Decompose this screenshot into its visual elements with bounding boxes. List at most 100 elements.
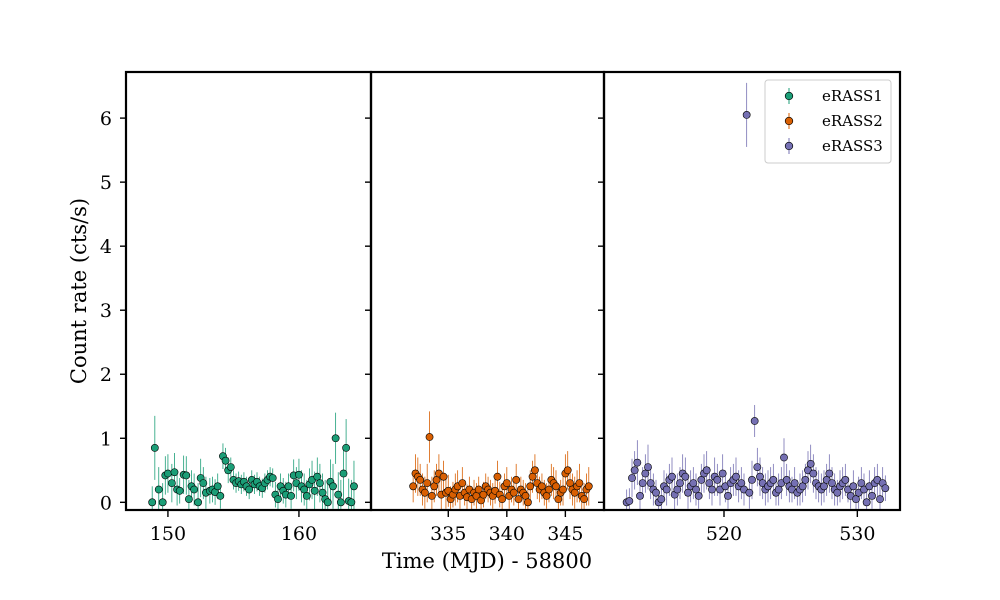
legend-marker-erass1 <box>784 91 794 101</box>
legend-label-erass3: eRASS3 <box>822 137 883 155</box>
data-point <box>862 498 871 507</box>
data-point <box>284 482 293 491</box>
data-point <box>742 111 751 119</box>
data-point <box>194 498 202 507</box>
data-point <box>676 479 684 488</box>
data-point <box>199 479 208 488</box>
data-point <box>708 485 716 494</box>
data-point <box>625 497 634 505</box>
data-point <box>652 488 660 497</box>
data-point <box>420 488 429 497</box>
data-point <box>493 472 502 481</box>
data-point <box>295 470 303 479</box>
x-tick-label: 340 <box>489 523 525 545</box>
data-point <box>801 476 810 484</box>
data-point <box>474 485 483 494</box>
data-point <box>439 472 448 481</box>
data-point <box>427 492 436 500</box>
data-point <box>347 498 356 507</box>
data-point <box>167 479 176 488</box>
panel-erass1: 150 160 <box>120 70 373 545</box>
data-points-erass2 <box>409 411 593 510</box>
data-point <box>769 476 778 484</box>
data-point <box>479 490 488 499</box>
data-point <box>702 466 711 475</box>
data-point <box>748 476 756 484</box>
data-point <box>154 485 163 494</box>
y-axis: 0 1 2 3 4 5 6 <box>100 108 112 514</box>
data-point <box>584 482 593 491</box>
data-point <box>425 433 434 441</box>
data-point <box>302 492 311 500</box>
data-points-erass3 <box>622 82 890 510</box>
data-point <box>753 463 762 471</box>
data-point <box>806 459 815 468</box>
data-point <box>681 472 690 481</box>
data-point <box>790 479 799 488</box>
data-points-erass1 <box>148 412 358 510</box>
data-point <box>148 498 157 507</box>
data-point <box>713 476 722 484</box>
data-point <box>498 495 507 504</box>
x-tick-label: 345 <box>547 523 583 545</box>
data-point <box>662 485 671 494</box>
y-tick-label: 1 <box>100 428 112 450</box>
data-point <box>644 463 652 471</box>
data-point <box>657 495 666 504</box>
data-point <box>526 482 535 491</box>
data-point <box>841 476 850 484</box>
data-point <box>575 479 584 488</box>
data-point <box>416 476 425 484</box>
data-point <box>158 498 167 507</box>
panel-erass2: 335 340 345 <box>365 70 606 545</box>
legend-item-erass1: eRASS1 <box>784 87 883 105</box>
data-point <box>780 453 788 462</box>
data-point <box>580 495 588 504</box>
data-point <box>245 485 254 494</box>
data-point <box>316 479 324 488</box>
y-tick-label: 3 <box>100 300 112 322</box>
data-point <box>170 468 179 477</box>
data-point <box>164 469 172 478</box>
data-point <box>287 492 295 500</box>
data-point <box>876 495 884 504</box>
legend-marker-erass3 <box>784 141 794 151</box>
data-point <box>336 498 345 507</box>
legend-item-erass3: eRASS3 <box>784 137 883 155</box>
data-point <box>150 443 159 452</box>
y-tick-label: 6 <box>100 108 112 130</box>
legend-item-erass2: eRASS2 <box>784 112 883 130</box>
legend-box <box>764 79 892 164</box>
data-point <box>668 472 676 481</box>
data-point <box>745 488 754 497</box>
x-tick-label: 335 <box>430 523 466 545</box>
data-point <box>182 471 191 480</box>
y-tick-label: 0 <box>100 492 112 514</box>
legend-label-erass2: eRASS2 <box>822 112 883 130</box>
data-point <box>221 456 230 465</box>
panel-frame <box>602 70 902 512</box>
data-point <box>334 490 343 499</box>
panel-erass3: 520 530 <box>598 70 902 545</box>
data-point <box>329 482 337 491</box>
data-point <box>633 458 642 467</box>
data-point <box>274 495 282 504</box>
data-point <box>825 469 834 478</box>
data-point <box>559 485 567 494</box>
data-point <box>628 474 636 482</box>
data-point <box>331 434 340 443</box>
data-point <box>694 492 703 500</box>
data-point <box>175 486 184 495</box>
data-point <box>409 482 418 491</box>
data-point <box>184 495 193 504</box>
panel-frame <box>369 70 606 512</box>
data-point <box>213 482 222 491</box>
data-point <box>502 479 511 488</box>
x-tick-label: 520 <box>706 523 742 545</box>
data-point <box>630 466 639 475</box>
data-point <box>268 474 277 482</box>
legend-marker-erass2 <box>784 116 794 126</box>
x-tick-label: 150 <box>150 523 186 545</box>
y-tick-label: 4 <box>100 236 112 258</box>
data-point <box>718 469 727 478</box>
